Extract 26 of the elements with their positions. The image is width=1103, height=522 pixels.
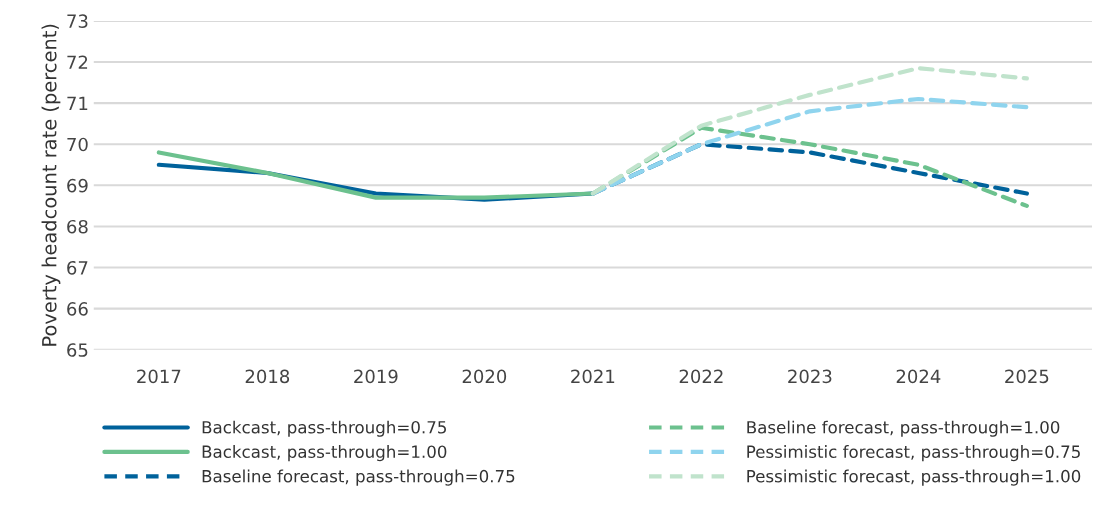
- y-tick-label: 72: [67, 55, 88, 69]
- legend-label: Backcast, pass-through=0.75: [202, 420, 446, 437]
- legend-label: Backcast, pass-through=1.00: [202, 445, 447, 462]
- x-tick-label: 2022: [679, 369, 723, 384]
- y-tick-label: 70: [67, 137, 88, 152]
- x-tick-label: 2017: [137, 369, 181, 384]
- legend-label: Pessimistic forecast, pass-through=1.00: [747, 469, 1081, 486]
- x-tick-label: 2018: [245, 369, 290, 384]
- legend-label: Baseline forecast, pass-through=0.75: [202, 469, 515, 486]
- x-tick-label: 2020: [462, 369, 507, 384]
- x-tick-label: 2023: [788, 369, 832, 384]
- legend-label: Baseline forecast, pass-through=1.00: [747, 420, 1060, 437]
- legend-label: Pessimistic forecast, pass-through=0.75: [747, 445, 1080, 462]
- y-tick-label: 67: [67, 260, 88, 275]
- y-tick-label: 65: [67, 343, 88, 357]
- x-tick-label: 2019: [354, 369, 398, 384]
- y-tick-label: 73: [67, 14, 88, 28]
- y-tick-label: 69: [67, 178, 88, 193]
- x-tick-label: 2024: [896, 369, 941, 384]
- x-tick-label: 2021: [571, 369, 615, 384]
- line-series: [590, 66, 1029, 196]
- y-axis-title: Poverty headcount rate (percent): [41, 24, 61, 346]
- y-tick-label: 71: [67, 96, 88, 110]
- x-tick-label: 2025: [1005, 369, 1049, 384]
- y-tick-label: 66: [67, 302, 88, 316]
- y-tick-label: 68: [67, 219, 88, 234]
